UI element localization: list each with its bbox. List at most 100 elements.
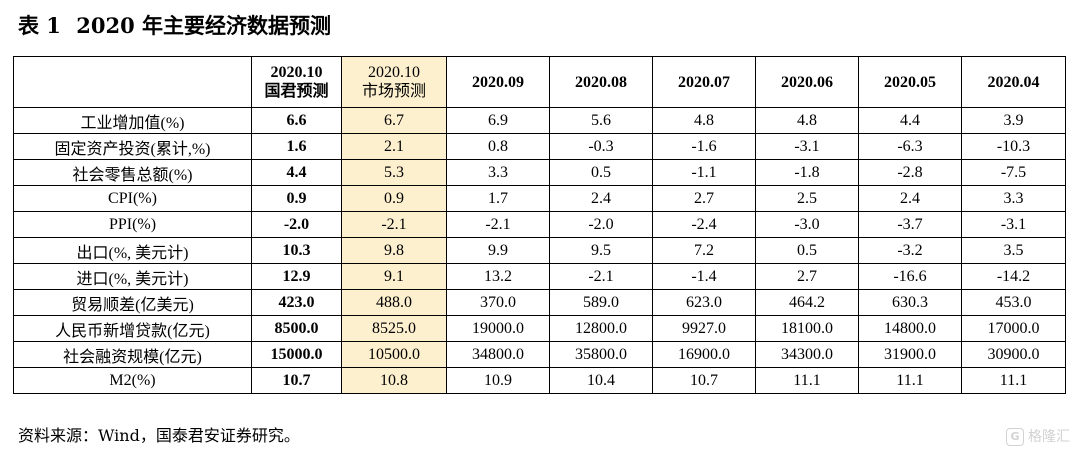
row-label: 社会零售总额(%)	[13, 159, 252, 186]
table-cell: -16.6	[858, 263, 962, 290]
table-cell: 2.1	[341, 133, 447, 160]
table-body: 工业增加值(%) 6.6 6.7 6.9 5.6 4.8 4.8 4.4 3.9 固定资产投资(累…	[13, 107, 1066, 394]
table-title: 表 1 2020 年主要经济数据预测	[18, 6, 331, 46]
table-cell: 8500.0	[251, 315, 342, 342]
table-cell: -3.1	[961, 211, 1066, 238]
table-row: 社会零售总额(%) 4.4 5.3 3.3 0.5 -1.1 -1.8 -2.8 -7.5	[13, 159, 1066, 186]
table-cell: 11.1	[755, 367, 859, 394]
header-cell: 2020.08	[549, 56, 653, 108]
table-row: 固定资产投资(累计,%) 1.6 2.1 0.8 -0.3 -1.6 -3.1 -6.3 -10…	[13, 133, 1066, 160]
table-row: PPI(%) -2.0 -2.1 -2.1 -2.0 -2.4 -3.0 -3.7 -3.1	[13, 211, 1066, 238]
table-cell: -2.8	[858, 159, 962, 186]
table-cell: 3.5	[961, 237, 1066, 264]
table-cell: 31900.0	[858, 341, 962, 368]
table-cell: 4.4	[251, 159, 342, 186]
table-cell: -0.3	[549, 133, 653, 160]
source-note: 资料来源：Wind，国泰君安证券研究。	[18, 426, 300, 445]
table-row: 进口(%, 美元计) 12.9 9.1 13.2 -2.1 -1.4 2.7 -16.6 -14…	[13, 263, 1066, 290]
table-cell: 6.7	[341, 107, 447, 134]
table-cell: -10.3	[961, 133, 1066, 160]
header-cell: 2020.07	[652, 56, 756, 108]
table-cell: 6.6	[251, 107, 342, 134]
table-title-text: 2020 年主要经济数据预测	[76, 13, 332, 38]
table-cell: 19000.0	[446, 315, 550, 342]
table-cell: 0.9	[251, 185, 342, 212]
table-cell: 16900.0	[652, 341, 756, 368]
table-cell: 5.3	[341, 159, 447, 186]
table-cell: 7.2	[652, 237, 756, 264]
table-cell: 0.5	[549, 159, 653, 186]
table-row: M2(%) 10.7 10.8 10.9 10.4 10.7 11.1 11.1 11.1	[13, 367, 1066, 394]
table-cell: 10.3	[251, 237, 342, 264]
table-cell: -2.4	[652, 211, 756, 238]
table-cell: 9.9	[446, 237, 550, 264]
watermark-logo-icon: G	[1006, 428, 1024, 446]
table-cell: 0.5	[755, 237, 859, 264]
table-cell: 2.5	[755, 185, 859, 212]
table-cell: -2.0	[251, 211, 342, 238]
table-cell: -7.5	[961, 159, 1066, 186]
table-cell: 10500.0	[341, 341, 447, 368]
table-cell: 10.8	[341, 367, 447, 394]
header-cell-market: 2020.10 市场预测	[341, 56, 447, 108]
table-cell: 13.2	[446, 263, 550, 290]
table-cell: 12.9	[251, 263, 342, 290]
row-label: 工业增加值(%)	[13, 107, 252, 134]
table-cell: 35800.0	[549, 341, 653, 368]
table-row: CPI(%) 0.9 0.9 1.7 2.4 2.7 2.5 2.4 3.3	[13, 185, 1066, 212]
table-cell: 630.3	[858, 289, 962, 316]
table-cell: 4.8	[652, 107, 756, 134]
table-cell: -2.0	[549, 211, 653, 238]
table-cell: 10.9	[446, 367, 550, 394]
table-cell: 15000.0	[251, 341, 342, 368]
table-row: 社会融资规模(亿元) 15000.0 10500.0 34800.0 35800.0 16…	[13, 341, 1066, 368]
table-cell: 34300.0	[755, 341, 859, 368]
table-cell: 8525.0	[341, 315, 447, 342]
table-cell: 9.8	[341, 237, 447, 264]
table-cell: 464.2	[755, 289, 859, 316]
row-label: 贸易顺差(亿美元)	[13, 289, 252, 316]
table-cell: -2.1	[446, 211, 550, 238]
header-cell-gtja: 2020.10 国君预测	[251, 56, 342, 108]
table-cell: 11.1	[961, 367, 1066, 394]
table-cell: -1.1	[652, 159, 756, 186]
table-cell: -2.1	[341, 211, 447, 238]
table-cell: 9.5	[549, 237, 653, 264]
table-cell: 30900.0	[961, 341, 1066, 368]
table-cell: 488.0	[341, 289, 447, 316]
header-cell: 2020.06	[755, 56, 859, 108]
header-cell: 2020.05	[858, 56, 962, 108]
table-cell: -1.6	[652, 133, 756, 160]
table-row: 贸易顺差(亿美元) 423.0 488.0 370.0 589.0 623.0 464.2 6…	[13, 289, 1066, 316]
table-cell: -14.2	[961, 263, 1066, 290]
table-cell: 3.3	[961, 185, 1066, 212]
table-cell: 14800.0	[858, 315, 962, 342]
row-label: 出口(%, 美元计)	[13, 237, 252, 264]
table-cell: 370.0	[446, 289, 550, 316]
table-cell: 5.6	[549, 107, 653, 134]
table-cell: 0.8	[446, 133, 550, 160]
header-cell-corner	[13, 56, 252, 108]
table-cell: 6.9	[446, 107, 550, 134]
table-cell: 4.4	[858, 107, 962, 134]
table-cell: 3.9	[961, 107, 1066, 134]
table-cell: 12800.0	[549, 315, 653, 342]
table-cell: 3.3	[446, 159, 550, 186]
table-cell: -1.4	[652, 263, 756, 290]
row-label: 进口(%, 美元计)	[13, 263, 252, 290]
table-number: 表 1	[18, 13, 61, 38]
table-cell: 623.0	[652, 289, 756, 316]
table-cell: 423.0	[251, 289, 342, 316]
table-cell: 17000.0	[961, 315, 1066, 342]
header-cell: 2020.09	[446, 56, 550, 108]
table-cell: -3.2	[858, 237, 962, 264]
table-cell: 2.7	[755, 263, 859, 290]
table-cell: 2.7	[652, 185, 756, 212]
table-row: 出口(%, 美元计) 10.3 9.8 9.9 9.5 7.2 0.5 -3.2 3.5	[13, 237, 1066, 264]
table-cell: -1.8	[755, 159, 859, 186]
table-row: 工业增加值(%) 6.6 6.7 6.9 5.6 4.8 4.8 4.4 3.9	[13, 107, 1066, 134]
table-cell: 10.7	[652, 367, 756, 394]
row-label: 人民币新增贷款(亿元)	[13, 315, 252, 342]
row-label: M2(%)	[13, 367, 252, 394]
row-label: PPI(%)	[13, 211, 252, 238]
